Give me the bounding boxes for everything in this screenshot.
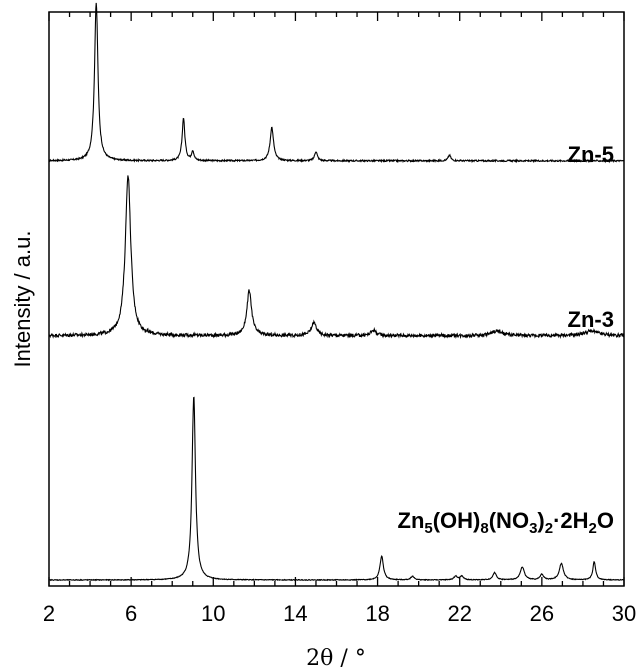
plot-frame: [48, 11, 625, 587]
series-line-2: [48, 175, 625, 340]
x-axis-label: 2θ / °: [306, 646, 366, 671]
x-tick-label: 26: [530, 601, 554, 626]
x-tick-label: 30: [612, 601, 636, 626]
x-tick-label: 14: [283, 601, 307, 626]
y-axis-label: Intensity / a.u.: [10, 231, 35, 368]
x-tick-label: 6: [125, 601, 137, 626]
series-label-2: Zn-3: [568, 307, 614, 332]
x-tick-label: 10: [201, 601, 225, 626]
x-tick-label: 22: [447, 601, 471, 626]
series-label-3: Zn5(OH)8(NO3)2·2H2O: [398, 508, 615, 537]
series-label-1: Zn-5: [568, 142, 614, 167]
series-line-3: [48, 396, 625, 582]
series-line-1: [48, 2, 625, 164]
x-tick-label: 18: [365, 601, 389, 626]
x-tick-label: 2: [43, 601, 55, 626]
